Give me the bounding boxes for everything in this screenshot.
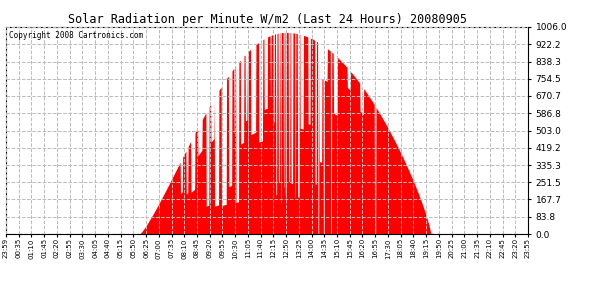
Text: Copyright 2008 Cartronics.com: Copyright 2008 Cartronics.com [8, 31, 143, 40]
Title: Solar Radiation per Minute W/m2 (Last 24 Hours) 20080905: Solar Radiation per Minute W/m2 (Last 24… [67, 13, 467, 26]
